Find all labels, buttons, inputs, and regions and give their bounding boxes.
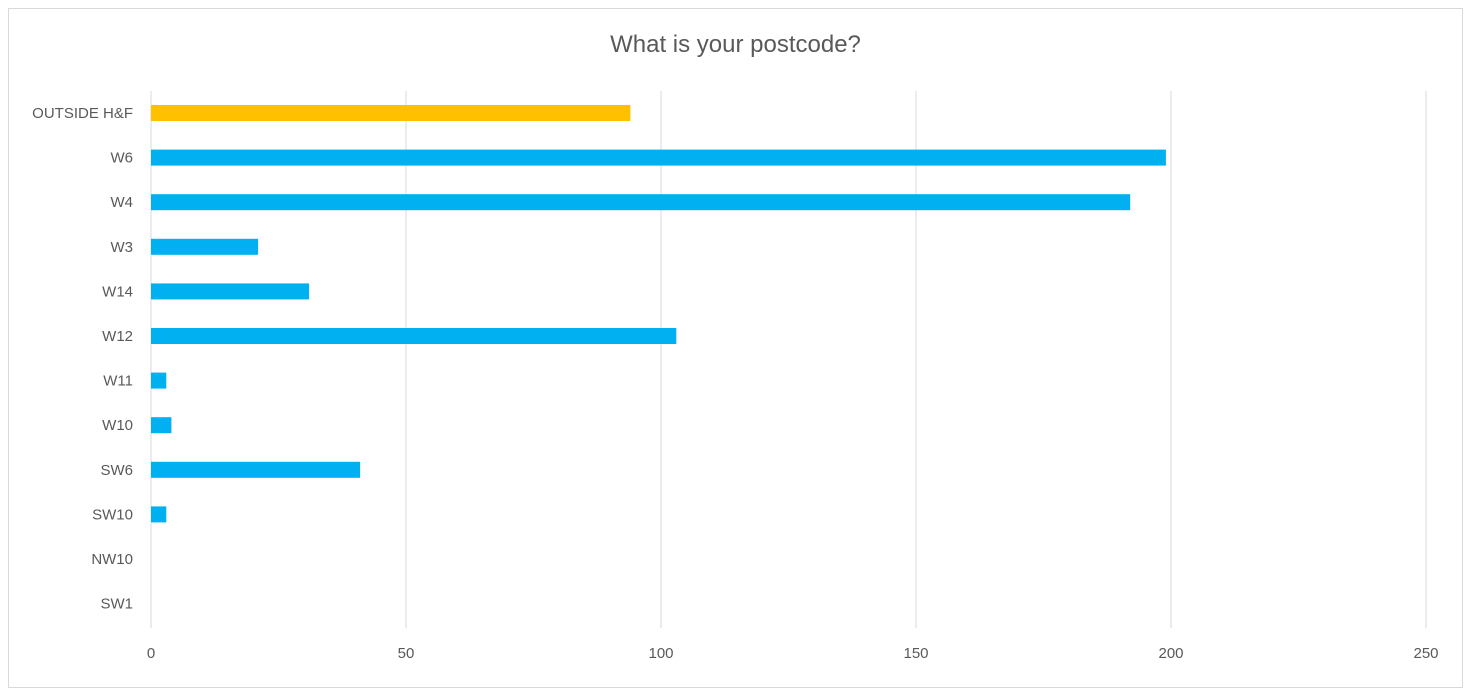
category-label: NW10: [91, 551, 133, 568]
category-label: OUTSIDE H&F: [32, 105, 133, 122]
category-labels: OUTSIDE H&F W6 W4 W3 W14 W12 W11 W10 SW6 SW10 NW10…: [32, 105, 133, 613]
bar-sw10: [151, 506, 167, 523]
x-tick-labels: 0 50 100 150 200 250: [147, 645, 1439, 662]
x-tick-label: 200: [1158, 645, 1183, 662]
bar-w11: [151, 372, 167, 389]
bar-w14: [151, 283, 310, 300]
category-label: SW10: [92, 506, 133, 523]
gridlines: [150, 91, 1427, 628]
x-tick-label: 250: [1413, 645, 1438, 662]
category-label: W3: [111, 239, 134, 256]
bars: [151, 105, 1166, 523]
bar-w3: [151, 238, 259, 255]
chart-frame: [8, 8, 1463, 688]
category-label: W6: [111, 150, 134, 167]
bar-outside-h-f: [151, 105, 631, 121]
category-label: W4: [111, 194, 134, 211]
x-tick-label: 100: [648, 645, 673, 662]
category-label: W11: [103, 373, 133, 390]
bar-w4: [151, 194, 1131, 211]
x-tick-label: 50: [398, 645, 415, 662]
category-label: SW1: [100, 596, 133, 613]
bar-chart: OUTSIDE H&FW6W4W3W14W12W11W10SW6SW10NW10…: [32, 91, 1439, 662]
x-tick-label: 0: [147, 645, 155, 662]
category-label: W14: [102, 283, 133, 300]
category-label: SW6: [100, 462, 133, 479]
category-label: W10: [102, 417, 133, 434]
category-label: W12: [102, 328, 133, 345]
x-tick-label: 150: [903, 645, 928, 662]
bar-sw6: [151, 461, 361, 478]
chart-title: What is your postcode?: [610, 31, 861, 58]
bar-w12: [151, 328, 677, 344]
bar-w6: [151, 149, 1166, 166]
bar-w10: [151, 417, 172, 434]
